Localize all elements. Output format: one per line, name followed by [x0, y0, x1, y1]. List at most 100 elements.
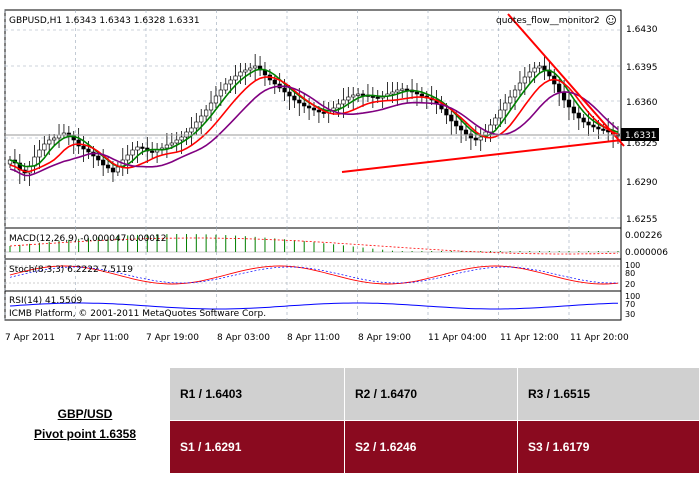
- candle-body: [302, 102, 307, 107]
- candle-body: [454, 120, 459, 127]
- main-chart-panel: [4, 9, 622, 229]
- candle-body: [356, 93, 361, 96]
- candle-body: [223, 83, 228, 91]
- candle-body: [42, 143, 47, 151]
- price-axis: 1.6430 1.6395 1.6360 1.6325 1.6290 1.625…: [626, 25, 658, 225]
- candle-body: [517, 82, 523, 91]
- price-chart: 1.6331 GBPUSD,H1 1.6343 1.6343 1.6328 1.…: [4, 9, 669, 343]
- candle-body: [532, 67, 537, 73]
- time-axis: 7 Apr 2011 7 Apr 11:00 7 Apr 19:00 8 Apr…: [5, 333, 629, 343]
- candle-body: [189, 127, 194, 133]
- candle-body: [208, 102, 214, 111]
- candle-body: [458, 125, 464, 131]
- time-label: 8 Apr 19:00: [358, 333, 411, 343]
- pivot-table: GBP/USD Pivot point 1.6358 R1 / 1.6403 R…: [0, 368, 700, 480]
- candle-body: [199, 115, 204, 123]
- candle-body: [81, 145, 86, 150]
- moving-averages: [9, 68, 619, 177]
- candle-body: [561, 91, 567, 101]
- stoch-signal-line: [9, 266, 619, 284]
- candle-body: [115, 166, 120, 173]
- copyright-text: ICMB Platform, © 2001-2011 MetaQuotes So…: [9, 309, 266, 319]
- pivot-point-label: Pivot point 1.6358: [33, 427, 137, 441]
- candle-body: [140, 146, 145, 149]
- pair-label: GBP/USD: [57, 407, 113, 421]
- candle-body: [414, 91, 420, 95]
- rsi-line: [9, 302, 619, 310]
- s2-cell: S2 / 1.6246: [345, 421, 518, 473]
- candle-body: [400, 88, 405, 91]
- candle-body: [346, 96, 351, 101]
- candle-body: [105, 164, 111, 169]
- candle-body: [174, 139, 179, 144]
- candle-body: [591, 124, 596, 128]
- stoch-tick: 20: [625, 280, 635, 289]
- candle-body: [444, 108, 449, 116]
- candle-body: [86, 148, 91, 153]
- candle-body: [150, 150, 155, 153]
- price-tick: 1.6395: [626, 63, 658, 73]
- time-label: 8 Apr 03:00: [217, 333, 270, 343]
- candle-body: [243, 69, 248, 73]
- candle-body: [272, 79, 277, 85]
- time-label: 11 Apr 20:00: [570, 333, 629, 343]
- indicator-label: quotes_flow__monitor2: [496, 16, 600, 26]
- resistance-trendline: [507, 13, 625, 147]
- candle-body: [96, 155, 101, 161]
- macd-tick: 0.00226: [625, 231, 662, 241]
- macd-signal-line: [9, 237, 619, 255]
- candle-body: [336, 103, 341, 109]
- candle-body: [169, 142, 174, 146]
- candle-body: [351, 94, 356, 98]
- candle-body: [37, 149, 42, 158]
- candle-body: [581, 117, 586, 123]
- r2-value: R2 / 1.6470: [355, 387, 418, 401]
- candle-body: [512, 89, 518, 98]
- time-label: 8 Apr 11:00: [287, 333, 340, 343]
- candle-body: [253, 65, 258, 69]
- stochastic-lines: [5, 265, 621, 285]
- s2-value: S2 / 1.6246: [355, 440, 417, 454]
- candle-body: [292, 95, 297, 101]
- candle-body: [463, 129, 469, 135]
- rsi-value-line: [9, 302, 619, 310]
- candle-body: [213, 95, 219, 104]
- s3-value: S3 / 1.6179: [528, 440, 590, 454]
- price-tick: 1.6290: [626, 178, 658, 188]
- candle-body: [233, 75, 238, 81]
- r1-cell: R1 / 1.6403: [170, 368, 345, 420]
- smiley-icon: [606, 15, 616, 25]
- current-price-tag: [621, 128, 659, 141]
- candle-body: [110, 167, 116, 173]
- candle-body: [488, 124, 493, 133]
- candle-body: [566, 99, 572, 108]
- candle-body: [468, 133, 474, 139]
- time-label: 7 Apr 19:00: [146, 333, 199, 343]
- candle-body: [316, 109, 322, 113]
- candle-body: [527, 71, 532, 78]
- candle-body: [503, 102, 508, 111]
- candle-body: [498, 109, 503, 119]
- r3-cell: R3 / 1.6515: [518, 368, 700, 420]
- candle-body: [542, 65, 547, 71]
- candle-body: [101, 159, 106, 166]
- rsi-label: RSI(14) 41.5509: [9, 296, 82, 306]
- macd-label: MACD(12,26,9) -0.000047 0.00012: [9, 234, 166, 244]
- candlesticks: [7, 54, 621, 186]
- candle-body: [586, 121, 591, 126]
- rsi-tick: 70: [625, 300, 635, 309]
- pivot-summary: GBP/USD Pivot point 1.6358: [0, 368, 170, 480]
- candle-body: [537, 65, 542, 69]
- candle-body: [390, 91, 395, 95]
- candle-body: [341, 99, 346, 105]
- support-trendline: [341, 139, 623, 173]
- rsi-panel: [4, 290, 622, 321]
- candle-body: [395, 89, 400, 93]
- chart-grid: [4, 10, 621, 320]
- candle-body: [248, 67, 253, 71]
- price-tick: 1.6360: [626, 98, 658, 108]
- candle-body: [287, 91, 292, 97]
- price-tick: 1.6325: [626, 139, 658, 149]
- candle-body: [228, 79, 233, 85]
- stoch-label: Stoch(8,3,3) 6.2222 7.5119: [9, 265, 133, 275]
